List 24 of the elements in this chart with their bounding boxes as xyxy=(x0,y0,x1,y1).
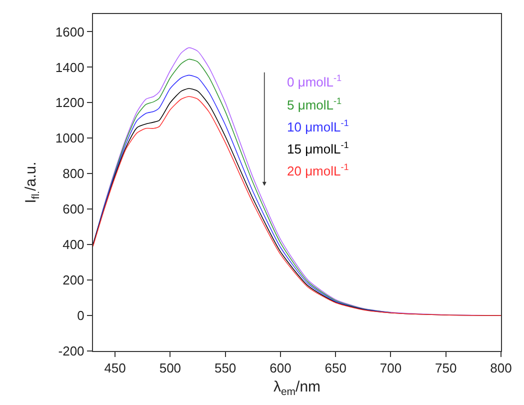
y-tick-label: 1600 xyxy=(55,24,84,40)
text: 10 μmolL$^{-1}$ xyxy=(287,118,349,134)
x-tick-label: 750 xyxy=(435,360,457,376)
text: 20 μmolL$^{-1}$ xyxy=(287,162,349,178)
x-tick-label: 650 xyxy=(324,360,346,376)
text: 15 μmolL$^{-1}$ xyxy=(287,140,349,156)
x-tick-label: 700 xyxy=(380,360,402,376)
y-tick-label: 1200 xyxy=(55,95,84,110)
text: 5 μmolL$^{-1}$ xyxy=(287,96,342,112)
x-tick-label: 550 xyxy=(214,360,236,376)
y-tick-label: 400 xyxy=(62,237,84,252)
y-tick-label: 1000 xyxy=(55,130,84,146)
y-tick-label: 600 xyxy=(62,202,84,217)
y-tick-label: -200 xyxy=(58,344,84,359)
y-tick-label: 1400 xyxy=(55,60,84,75)
x-axis-title: λ$_{em}$/nm xyxy=(273,378,321,398)
x-tick-label: 500 xyxy=(159,360,182,376)
y-tick-label: 0 xyxy=(77,308,84,324)
x-tick-label: 450 xyxy=(104,360,126,376)
y-tick-label: 800 xyxy=(62,166,84,182)
text: 0 μmolL$^{-1}$ xyxy=(287,73,342,90)
y-tick-label: 200 xyxy=(62,272,84,288)
x-tick-label: 600 xyxy=(270,360,292,376)
x-tick-label: 800 xyxy=(490,360,512,376)
